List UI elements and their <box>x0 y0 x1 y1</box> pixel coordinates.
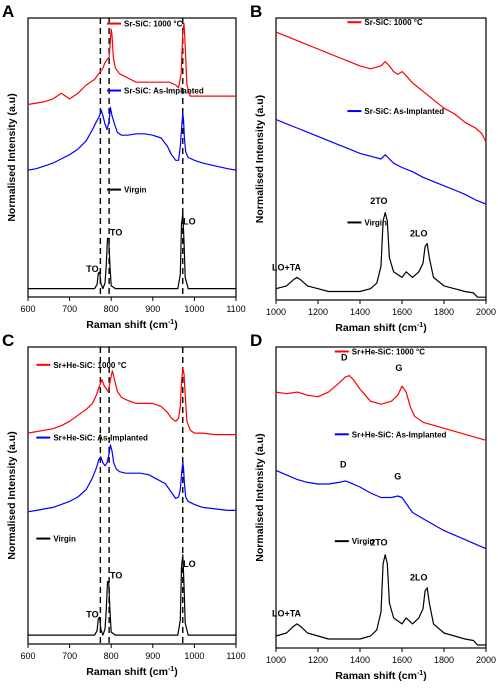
x-tick-label: 1400 <box>350 307 370 317</box>
legend-entry: Virgin <box>124 186 147 195</box>
peak-annotation: D <box>341 353 348 363</box>
legend-entry: Virgin <box>53 535 76 544</box>
x-tick-label: 900 <box>145 651 160 661</box>
plot-frame <box>275 346 487 649</box>
series-line <box>28 554 236 636</box>
series-line <box>275 31 487 143</box>
x-tick-label: 1600 <box>392 307 412 317</box>
x-axis-label: Raman shift (cm-1) <box>86 319 177 331</box>
legend-entry: Sr+He-SiC: 1000 °C <box>352 348 425 357</box>
peak-annotation: G <box>394 471 401 481</box>
legend-entry: Sr-SiC: As-Implanted <box>364 107 444 116</box>
panel-label: A <box>2 2 14 21</box>
y-axis-label: Normalised Intensity (a.u) <box>254 95 266 223</box>
peak-annotation: 2LO <box>410 229 428 239</box>
series-line <box>27 367 236 436</box>
x-tick-label: 1200 <box>308 307 328 317</box>
panel-label: C <box>2 331 14 350</box>
x-tick-label: 1000 <box>184 304 204 314</box>
x-tick-label: 600 <box>20 651 35 661</box>
series-line <box>27 23 236 106</box>
x-tick-label: 1100 <box>226 651 245 661</box>
x-tick-label: 2000 <box>476 655 496 665</box>
x-tick-label: 1000 <box>266 307 286 317</box>
series-line <box>275 375 487 441</box>
series-line <box>27 444 236 513</box>
y-axis-label: Normalised Intensity (a.u) <box>6 431 18 559</box>
legend-entry: Sr+He-SiC: As-Implanted <box>53 434 148 443</box>
panel-label: D <box>250 331 262 350</box>
peak-annotation: 2TO <box>370 538 387 548</box>
panel-b: B 1000 1200 1400 1600 1800 2000 Raman shift (cm… <box>250 2 496 334</box>
x-tick-label: 800 <box>104 651 119 661</box>
peak-annotation: TO <box>86 609 98 619</box>
peak-annotation: LO <box>183 559 196 569</box>
x-axis-label: Raman shift (cm-1) <box>335 322 426 334</box>
x-axis-label: Raman shift (cm-1) <box>335 670 426 682</box>
x-tick-label: 1600 <box>392 655 412 665</box>
peak-annotation: 2TO <box>370 196 387 206</box>
x-tick-label: 1800 <box>434 655 454 665</box>
series-line <box>275 554 486 646</box>
legend-entry: Sr+He-SiC: 1000 °C <box>53 361 126 370</box>
panel-c: C 600 700 800 900 1000 1100 Raman shift (cm-1) N… <box>2 331 246 678</box>
plot-frame <box>27 17 237 298</box>
x-tick-label: 800 <box>104 304 119 314</box>
peak-annotation: TO <box>110 571 122 581</box>
series-line <box>27 106 237 171</box>
series-line <box>275 212 486 298</box>
peak-annotation: TO <box>86 264 98 274</box>
legend-entry: Sr+He-SiC: As-Implanted <box>352 430 447 439</box>
series-line <box>275 469 487 550</box>
series-line <box>275 118 487 205</box>
x-tick-label: 1200 <box>308 655 328 665</box>
legend-entry: Sr-SiC: 1000 °C <box>124 20 183 29</box>
panel-a: A 600 700 800 900 1000 1100 Raman shift (cm-1) N… <box>2 2 246 331</box>
peak-annotation: LO+TA <box>272 262 302 272</box>
peak-annotation: TO <box>110 228 122 238</box>
x-tick-label: 600 <box>20 304 35 314</box>
peak-annotation: D <box>340 459 347 469</box>
legend-entry: Virgin <box>352 537 375 546</box>
x-tick-label: 2000 <box>476 307 496 317</box>
x-tick-label: 1100 <box>226 304 245 314</box>
legend-entry: Sr-SiC: 1000 °C <box>364 18 423 27</box>
panel-label: B <box>250 2 262 21</box>
peak-annotation: LO <box>183 216 196 226</box>
plot-frame <box>27 346 237 645</box>
legend-entry: Sr-SiC: As-Implanted <box>124 87 204 96</box>
plot-frame <box>275 17 487 301</box>
x-tick-label: 1800 <box>434 307 454 317</box>
y-axis-label: Normalised Intensity (a.u) <box>6 93 18 221</box>
peak-annotation: 2LO <box>410 572 428 582</box>
peak-annotation: LO+TA <box>272 608 302 618</box>
x-tick-label: 700 <box>62 304 77 314</box>
x-tick-label: 1000 <box>184 651 204 661</box>
legend-entry: Virgin <box>364 218 387 227</box>
series-line <box>28 212 236 290</box>
x-axis-label: Raman shift (cm-1) <box>86 666 177 678</box>
x-tick-label: 700 <box>62 651 77 661</box>
x-tick-label: 900 <box>145 304 160 314</box>
panel-d: D 1000 1200 1400 1600 1800 2000 Raman shift (cm… <box>250 331 496 682</box>
peak-annotation: G <box>395 363 402 373</box>
y-axis-label: Normalised Intensity (a.u) <box>254 433 266 561</box>
x-tick-label: 1400 <box>350 655 370 665</box>
x-tick-label: 1000 <box>266 655 286 665</box>
